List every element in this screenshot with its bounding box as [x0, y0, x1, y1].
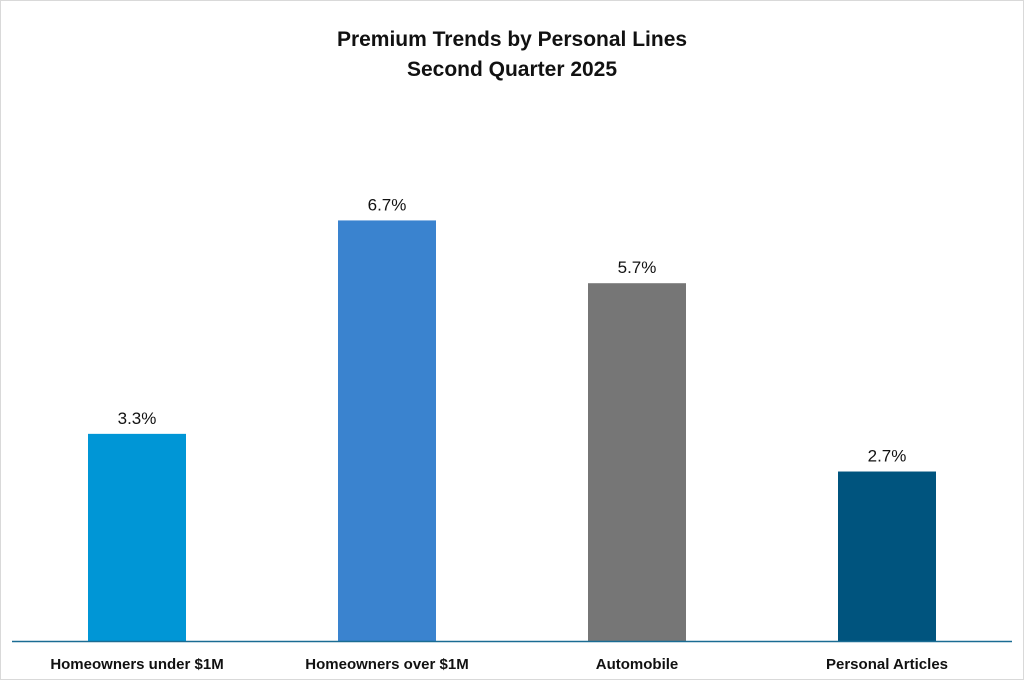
- chart-subtitle: Second Quarter 2025: [406, 58, 618, 81]
- bar-1: [88, 433, 186, 641]
- category-label-4: Personal Articles: [826, 656, 948, 673]
- data-label-4: 2.7%: [868, 447, 907, 466]
- category-label-1: Homeowners under $1M: [50, 656, 223, 673]
- data-label-2: 6.7%: [368, 195, 407, 214]
- bar-3: [588, 283, 686, 641]
- category-label-2: Homeowners over $1M: [305, 656, 468, 673]
- bar-4: [838, 471, 936, 641]
- chart-title: Premium Trends by Personal Lines: [336, 28, 688, 51]
- category-label-3: Automobile: [596, 656, 679, 673]
- data-label-1: 3.3%: [118, 409, 157, 428]
- bar-2: [338, 220, 436, 642]
- data-label-3: 5.7%: [618, 258, 657, 277]
